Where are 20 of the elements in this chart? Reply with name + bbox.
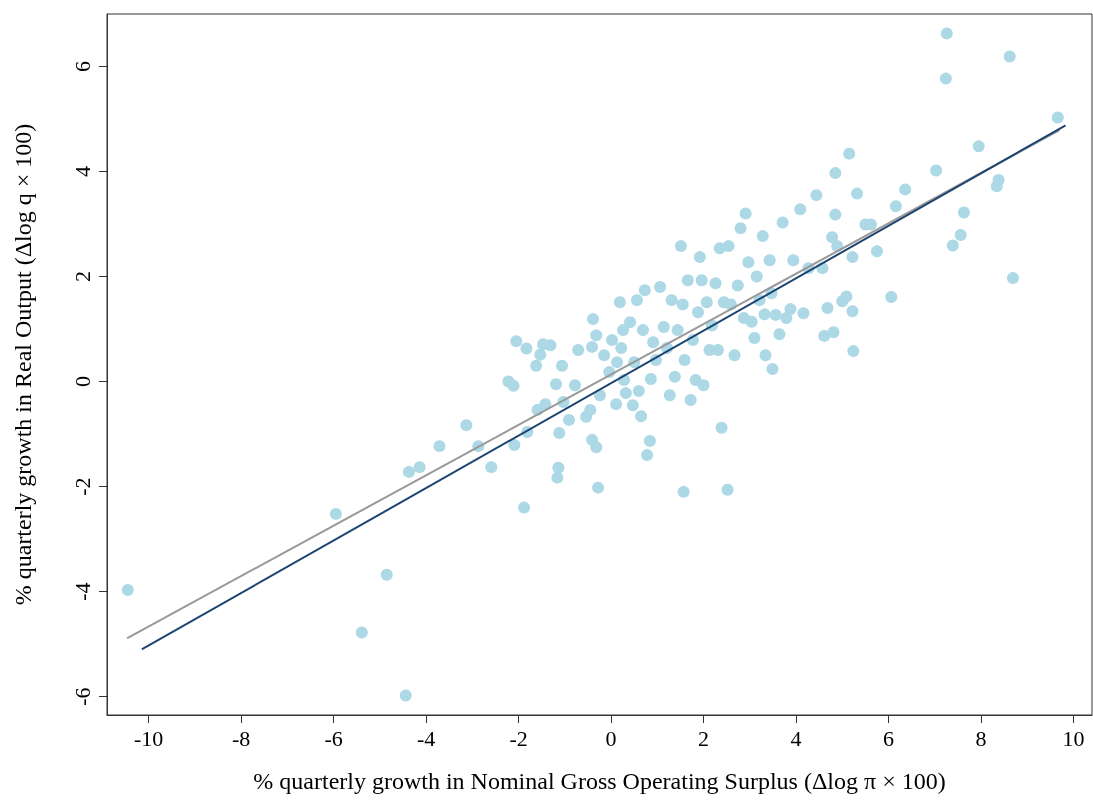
y-tick-label: 0 — [69, 376, 95, 388]
x-tick-label: 6 — [883, 725, 895, 751]
x-tick-label: -2 — [509, 725, 528, 751]
y-tick-label: 2 — [69, 271, 95, 283]
x-tick-label: -10 — [133, 725, 164, 751]
y-tick-label: -2 — [69, 477, 95, 496]
x-tick-label: 2 — [698, 725, 710, 751]
y-axis-title: % quarterly growth in Real Output (Δlog q × 100) — [10, 123, 36, 606]
y-tick-label: -6 — [69, 687, 95, 706]
x-tick-label: 8 — [975, 725, 987, 751]
x-tick-label: -8 — [231, 725, 251, 751]
y-tick-label: 4 — [69, 166, 95, 178]
x-tick-label: -6 — [324, 725, 343, 751]
x-tick-label: 0 — [605, 725, 617, 751]
x-tick-label: 4 — [790, 725, 802, 751]
y-tick-label: 6 — [69, 61, 95, 73]
x-axis-title: % quarterly growth in Nominal Gross Operating Surplus (Δlog π × 100) — [253, 768, 946, 794]
x-tick-label: 10 — [1062, 725, 1085, 751]
y-tick-label: -4 — [69, 582, 95, 601]
x-tick-label: -4 — [416, 725, 436, 751]
